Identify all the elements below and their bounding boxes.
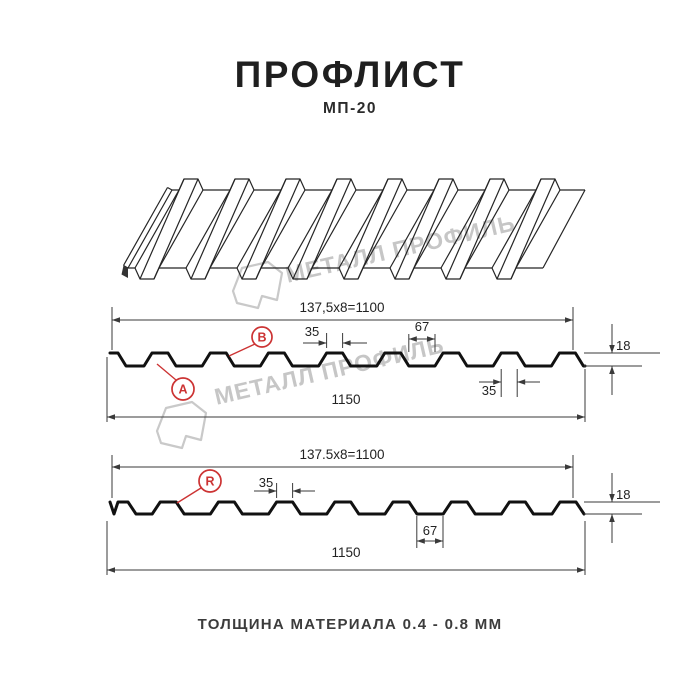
page-subtitle: МП-20 — [323, 100, 377, 117]
dim-height-top: 18 — [616, 338, 630, 353]
label-b-letter: B — [257, 331, 266, 345]
page-title: ПРОФЛИСТ — [234, 54, 466, 95]
label-b: B — [228, 326, 273, 357]
dim-overall-width-top: 1150 — [331, 392, 360, 407]
watermark-logo-lower — [155, 400, 208, 450]
profile-section-reverse — [108, 500, 586, 516]
profile-section-front — [108, 351, 587, 368]
watermark-logo-upper — [231, 260, 284, 310]
dim-rib-top-width-bottom: 35 — [259, 475, 273, 490]
label-b-circle — [251, 326, 273, 348]
label-r-letter: R — [205, 475, 214, 489]
dim-height-bottom: 18 — [616, 487, 630, 502]
label-a-leader — [156, 363, 177, 381]
dim-overall-width-bottom: 1150 — [331, 545, 360, 560]
dim-working-width-top: 137,5x8=1100 — [300, 300, 385, 315]
sheet-3d-view — [121, 178, 586, 280]
label-r-leader — [176, 487, 202, 504]
dimension-lines — [106, 307, 660, 575]
thickness-note: ТОЛЩИНА МАТЕРИАЛА 0.4 - 0.8 ММ — [197, 616, 503, 633]
label-r-circle — [198, 469, 222, 493]
label-a: A — [156, 363, 195, 401]
dim-groove-width-top: 67 — [415, 319, 429, 334]
label-b-leader — [228, 343, 256, 357]
dim-working-width-bottom: 137.5x8=1100 — [300, 447, 385, 462]
dim-rib-base-width-top: 35 — [482, 383, 496, 398]
label-a-letter: A — [178, 383, 187, 397]
label-a-circle — [171, 377, 195, 401]
dim-groove-width-bottom: 67 — [423, 523, 437, 538]
dim-rib-top-width-top: 35 — [305, 324, 319, 339]
label-r: R — [176, 469, 222, 504]
